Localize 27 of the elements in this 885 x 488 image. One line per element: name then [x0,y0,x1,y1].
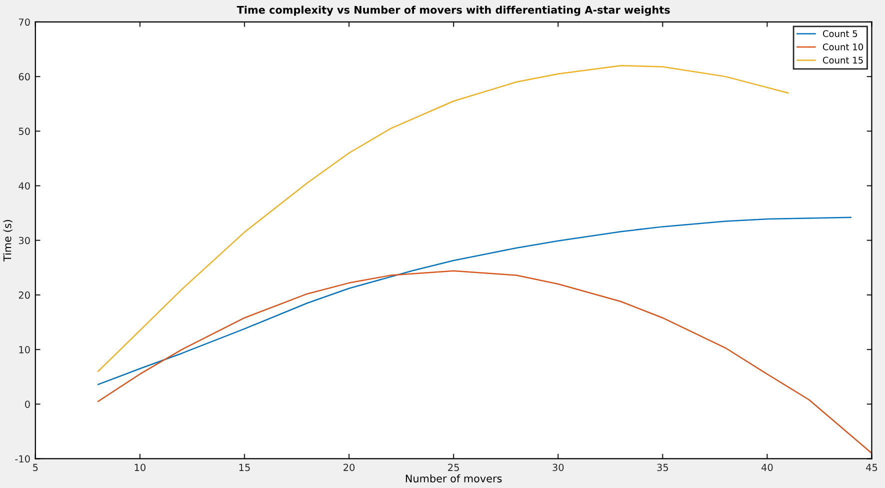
line-series [98,216,852,386]
legend-label: Count 10 [822,43,863,50]
y-tick-label: 10 [19,346,30,354]
x-tick-label: 15 [239,464,250,472]
line-series [98,270,872,454]
x-tick-label: 30 [552,464,564,472]
y-axis-title: Time (s) [3,220,12,262]
y-tick-label: 40 [18,182,30,190]
x-tick-label: 20 [344,464,355,472]
x-axis-title: Number of movers [406,474,502,482]
chart-title: Time complexity vs Number of movers with differentiating A-star weights [236,6,670,16]
x-tick-label: 5 [33,464,38,472]
line-series [98,65,789,372]
y-tick-label: 50 [18,128,30,135]
y-tick-label: 0 [24,400,30,408]
x-tick-label: 10 [134,464,146,472]
y-tick-label: -10 [15,455,30,463]
x-tick-label: 40 [761,464,773,472]
x-tick-label: 25 [448,464,459,472]
y-tick-label: 60 [18,73,30,80]
y-tick-label: 70 [18,18,30,26]
x-tick-label: 35 [657,464,668,472]
legend-label: Count 5 [822,30,858,38]
x-tick-label: 45 [866,464,878,472]
y-tick-label: 20 [18,291,30,299]
y-tick-label: 30 [18,236,30,244]
legend-label: Count 15 [822,56,863,64]
